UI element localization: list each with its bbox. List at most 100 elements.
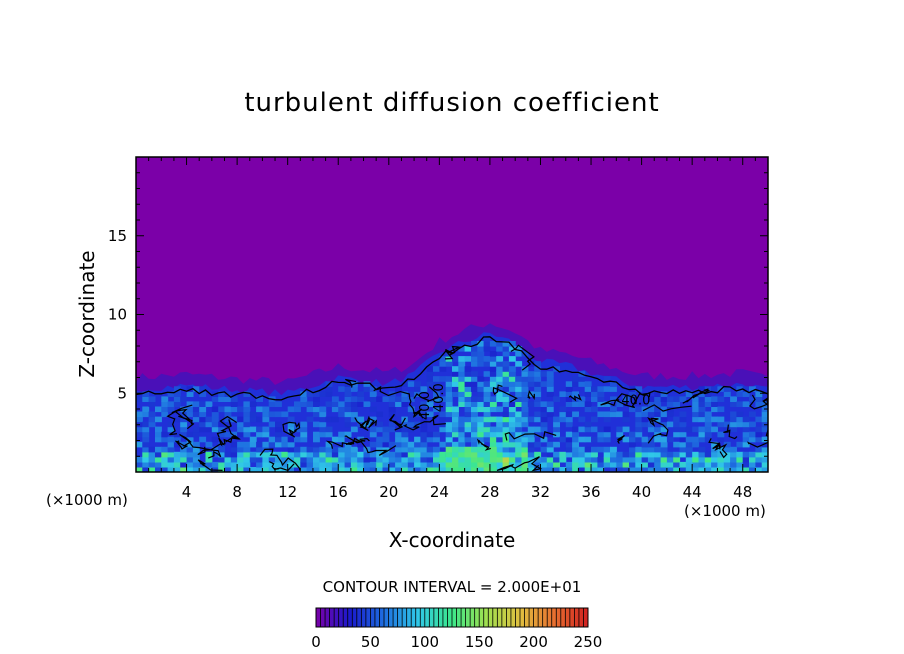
field-cell <box>761 461 768 468</box>
field-cell <box>211 416 219 423</box>
x-tick-label: 16 <box>329 483 348 501</box>
field-cell <box>344 411 352 418</box>
field-cell <box>331 401 339 407</box>
field-cell <box>186 391 194 397</box>
field-cell <box>445 426 453 433</box>
field-cell <box>521 401 529 407</box>
field-cell <box>565 431 573 438</box>
field-cell <box>616 467 624 472</box>
field-cell <box>660 467 668 472</box>
field-cell <box>534 366 542 372</box>
field-cell <box>578 416 586 423</box>
field-cell <box>382 431 390 438</box>
field-cell <box>388 406 396 413</box>
field-cell <box>401 431 409 438</box>
field-cell <box>527 446 535 453</box>
field-cell <box>319 411 327 418</box>
field-cell <box>382 441 390 448</box>
field-cell <box>426 371 434 377</box>
field-cell <box>319 431 327 438</box>
field-cell <box>445 416 453 423</box>
field-cell <box>591 461 598 468</box>
field-cell <box>654 411 662 418</box>
field-cell <box>224 456 232 463</box>
field-cell <box>192 451 200 458</box>
field-cell <box>369 426 377 433</box>
field-cell <box>300 401 308 407</box>
field-cell <box>629 451 636 458</box>
field-cell <box>736 467 744 472</box>
field-cell <box>471 441 478 448</box>
field-cell <box>742 426 750 433</box>
field-cell <box>376 421 384 428</box>
field-cell <box>458 436 466 443</box>
field-cell <box>458 376 466 382</box>
field-cell <box>572 436 579 443</box>
field-cell <box>186 467 194 472</box>
field-cell <box>331 446 339 453</box>
field-cell <box>483 406 491 413</box>
field-cell <box>584 381 592 387</box>
field-cell <box>275 426 282 433</box>
field-cell <box>742 441 750 448</box>
x-unit-left: (×1000 m) <box>46 491 128 509</box>
field-cell <box>325 461 333 468</box>
field-cell <box>508 381 516 387</box>
field-cell <box>673 431 681 438</box>
field-cell <box>458 421 466 428</box>
field-cell <box>338 441 346 448</box>
colorbar-frame <box>315 607 589 628</box>
field-cell <box>515 431 523 438</box>
field-cell <box>723 467 731 472</box>
field-cell <box>458 361 466 367</box>
field-cell <box>622 436 630 443</box>
field-cell <box>749 421 756 428</box>
field-cell <box>205 441 213 448</box>
field-cell <box>534 451 542 458</box>
field-cell <box>559 391 567 397</box>
field-cell <box>306 467 314 472</box>
colorbar-tick-label: 250 <box>574 633 603 651</box>
field-cell <box>199 391 207 397</box>
y-axis-ticks: 5 10 15 <box>108 172 768 457</box>
field-cell <box>559 451 567 458</box>
field-cell <box>755 391 763 397</box>
field-cell <box>755 431 763 438</box>
field-cell <box>294 456 301 463</box>
field-cell <box>268 461 276 468</box>
field-cell <box>755 401 763 407</box>
field-cell <box>180 451 188 458</box>
field-cell <box>711 451 718 458</box>
field-cell <box>521 441 529 448</box>
field-cell <box>584 461 592 468</box>
field-cell <box>508 416 516 423</box>
field-cell <box>452 386 459 392</box>
field-cell <box>666 461 674 468</box>
contour-line <box>282 421 301 438</box>
field-cell <box>136 426 143 433</box>
field-cell <box>565 416 573 423</box>
field-cell-core <box>483 461 491 468</box>
field-cell <box>489 416 497 423</box>
field-cell <box>262 411 270 418</box>
field-cell <box>622 411 630 418</box>
field-cell <box>313 451 320 458</box>
field-cell <box>357 461 365 468</box>
field-cell <box>224 461 232 468</box>
field-cell <box>268 411 276 418</box>
contour-label: 40.0 <box>432 383 447 412</box>
field-cell <box>641 461 649 468</box>
field-cell <box>313 456 320 463</box>
field-cell <box>471 371 478 377</box>
field-cell <box>414 467 421 472</box>
x-axis-ticks: 4 8 12 16 20 24 28 32 36 40 44 48 <box>148 157 756 501</box>
field-cell <box>464 401 472 407</box>
field-cell <box>458 346 466 352</box>
field-cell <box>730 421 737 428</box>
field-cell <box>502 396 510 402</box>
field-cell <box>711 441 718 448</box>
field-cell-core <box>483 467 491 472</box>
field-cell <box>224 431 232 438</box>
field-cell <box>426 381 434 387</box>
field-cell <box>483 421 491 428</box>
